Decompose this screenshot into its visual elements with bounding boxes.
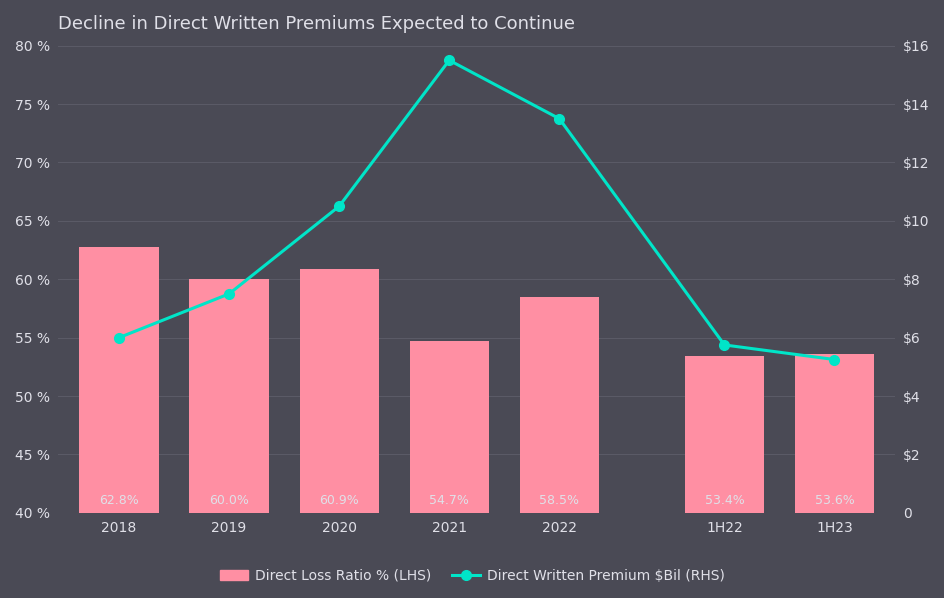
Bar bbox=[79, 246, 159, 513]
Text: 53.4%: 53.4% bbox=[704, 494, 744, 507]
Text: 60.9%: 60.9% bbox=[319, 494, 359, 507]
Bar bbox=[519, 297, 598, 513]
Bar bbox=[794, 354, 873, 513]
Text: 60.0%: 60.0% bbox=[209, 494, 249, 507]
Legend: Direct Loss Ratio % (LHS), Direct Written Premium $Bil (RHS): Direct Loss Ratio % (LHS), Direct Writte… bbox=[214, 563, 730, 588]
Bar bbox=[409, 341, 488, 513]
Bar bbox=[299, 269, 379, 513]
Text: 58.5%: 58.5% bbox=[539, 494, 579, 507]
Text: 53.6%: 53.6% bbox=[814, 494, 853, 507]
Bar bbox=[684, 356, 764, 513]
Text: 54.7%: 54.7% bbox=[429, 494, 468, 507]
Text: 62.8%: 62.8% bbox=[99, 494, 139, 507]
Bar bbox=[189, 279, 268, 513]
Text: Decline in Direct Written Premiums Expected to Continue: Decline in Direct Written Premiums Expec… bbox=[59, 15, 575, 33]
